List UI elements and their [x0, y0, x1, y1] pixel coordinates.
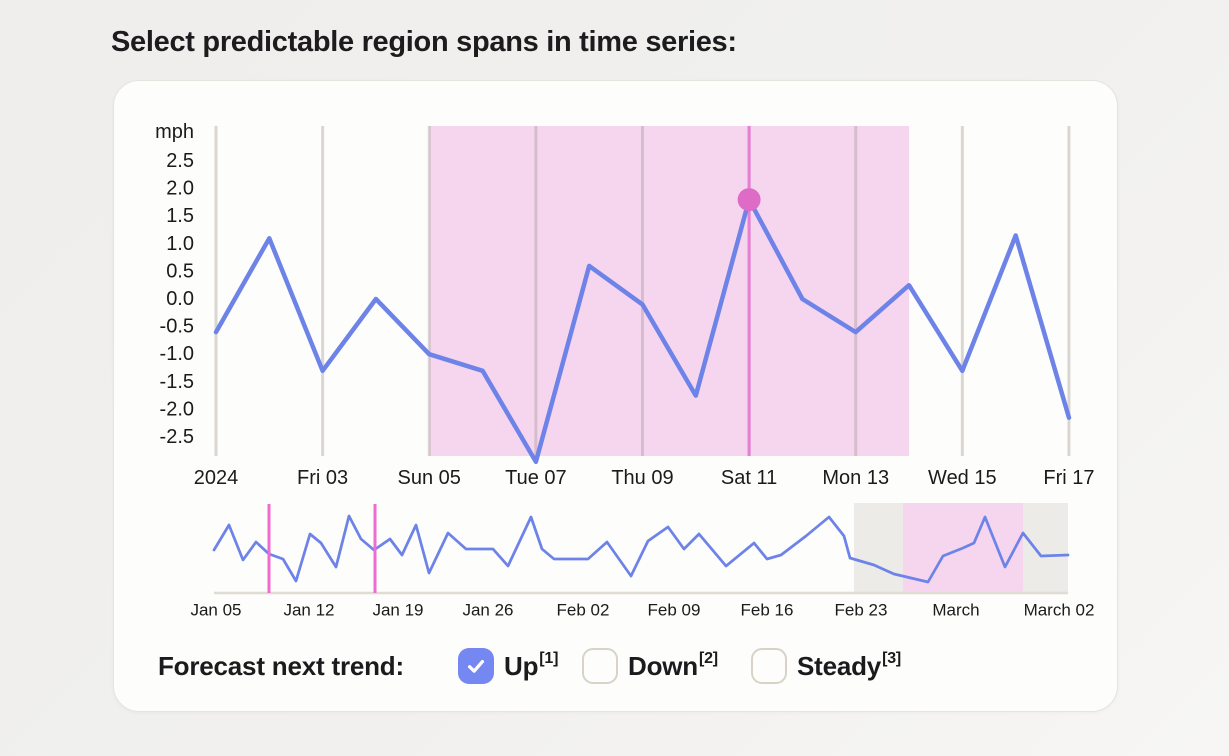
- x-tick-label: Fri 03: [297, 467, 348, 489]
- overview-tick-label: Jan 05: [190, 601, 241, 620]
- x-tick-label: Mon 13: [822, 467, 889, 489]
- y-tick-label: -2.0: [160, 398, 194, 420]
- overview-tick-label: Feb 23: [835, 601, 888, 620]
- option-up-shortcut: [1]: [539, 649, 559, 667]
- y-tick-label: 2.0: [166, 178, 194, 200]
- overview-tick-label: Feb 16: [741, 601, 794, 620]
- y-tick-label: 0.0: [166, 288, 194, 310]
- overview-tick-label: March 02: [1024, 601, 1095, 620]
- checkbox-steady[interactable]: [751, 648, 787, 684]
- y-axis-unit: mph: [155, 121, 194, 143]
- page-title: Select predictable region spans in time …: [111, 26, 737, 58]
- chart-card: mph 2.5 2.0 1.5 1.0 0.5 0.0 -0.5 -1.0 -1.5 -2.0 -2.…: [113, 80, 1118, 712]
- y-tick-label: -1.0: [160, 343, 194, 365]
- x-tick-label: Tue 07: [505, 467, 567, 489]
- option-down-label: Down: [628, 650, 698, 681]
- x-tick-label: 2024: [194, 467, 239, 489]
- marker-dot[interactable]: [737, 188, 761, 212]
- y-tick-label: 0.5: [166, 260, 194, 282]
- overview-tick-label: Jan 26: [462, 601, 513, 620]
- option-down-text: Down[2]: [628, 649, 718, 682]
- check-icon: [467, 659, 485, 673]
- charts-canvas[interactable]: mph 2.5 2.0 1.5 1.0 0.5 0.0 -0.5 -1.0 -1.5 -2.0 -2.…: [114, 81, 1119, 641]
- forecast-option-steady[interactable]: Steady[3]: [751, 648, 901, 684]
- checkbox-down[interactable]: [582, 648, 618, 684]
- overview-line: [212, 514, 1070, 584]
- option-steady-label: Steady: [797, 650, 882, 681]
- y-tick-label: -1.5: [160, 371, 194, 393]
- option-steady-shortcut: [3]: [882, 649, 902, 667]
- x-tick-label: Sat 11: [721, 467, 777, 489]
- forecast-option-up[interactable]: Up[1]: [458, 648, 558, 684]
- y-tick-label: -2.5: [160, 426, 194, 448]
- x-tick-label: Wed 15: [928, 467, 997, 489]
- overview-tick-label: Feb 09: [648, 601, 701, 620]
- timeseries-line: [213, 197, 1072, 465]
- selected-region-span[interactable]: [429, 126, 910, 456]
- x-tick-label: Thu 09: [611, 467, 673, 489]
- y-tick-label: 1.0: [166, 233, 194, 255]
- y-tick-label: 1.5: [166, 205, 194, 227]
- forecast-label: Forecast next trend:: [158, 651, 404, 681]
- forecast-option-down[interactable]: Down[2]: [582, 648, 718, 684]
- overview-tick-label: Jan 12: [283, 601, 334, 620]
- x-tick-label: Fri 17: [1043, 467, 1094, 489]
- y-tick-label: -0.5: [160, 316, 194, 338]
- option-up-label: Up: [504, 650, 539, 681]
- y-tick-label: 2.5: [166, 150, 194, 172]
- checkbox-up[interactable]: [458, 648, 494, 684]
- overview-tick-label: Jan 19: [372, 601, 423, 620]
- forecast-row: Forecast next trend: Up[1] Down[2]: [114, 648, 1119, 684]
- overview-tick-label: Feb 02: [557, 601, 610, 620]
- overview-tick-label: March: [932, 601, 979, 620]
- x-tick-label: Sun 05: [398, 467, 461, 489]
- option-up-text: Up[1]: [504, 649, 559, 682]
- option-down-shortcut: [2]: [698, 649, 718, 667]
- option-steady-text: Steady[3]: [797, 649, 902, 682]
